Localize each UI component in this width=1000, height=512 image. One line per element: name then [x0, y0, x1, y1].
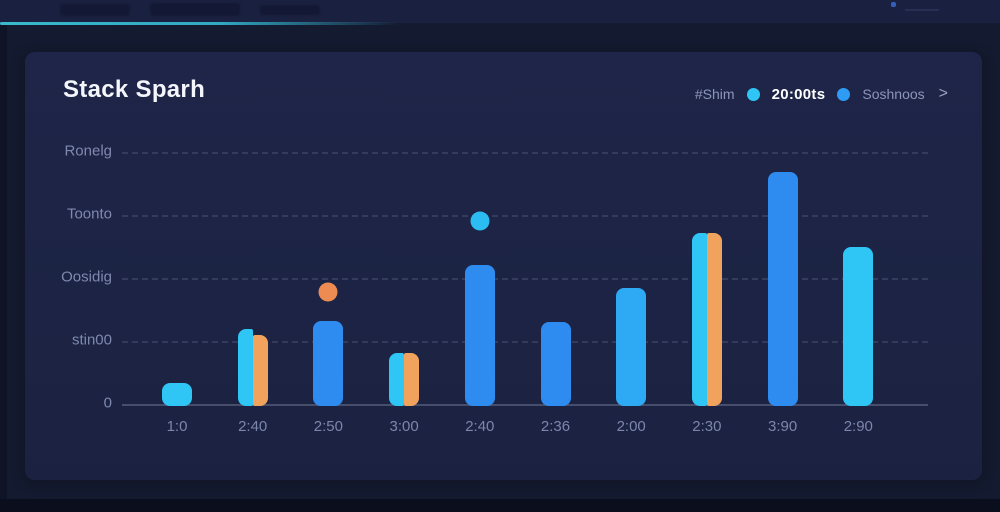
- legend-dot-cyan-icon[interactable]: [746, 87, 760, 101]
- bar-cyan[interactable]: [843, 247, 874, 406]
- legend-series-label[interactable]: Soshnoos: [862, 86, 925, 102]
- bar-segment-cyan[interactable]: [691, 233, 707, 406]
- x-tick-label: 1:0: [166, 418, 188, 435]
- x-tick-label: 2:00: [616, 418, 646, 435]
- chart-card: Stack Sparh #Shim 20:00ts Soshnoos > 0 st…: [25, 52, 982, 480]
- bottom-edge-band: [0, 499, 1000, 512]
- data-point-dot-dot_cyan[interactable]: [470, 211, 490, 231]
- bar-blue[interactable]: [767, 172, 798, 406]
- y-tick-label: Oosidig: [61, 268, 112, 286]
- topbar-smudge: [150, 3, 240, 16]
- x-tick-label: 2:40: [238, 418, 268, 435]
- legend-muted-label[interactable]: #Shim: [694, 86, 735, 102]
- bar-segment-orange[interactable]: [252, 334, 268, 406]
- topbar-menu-icon[interactable]: [905, 9, 939, 11]
- y-tick-label: Toonto: [66, 205, 112, 223]
- bar-segment-cyan[interactable]: [389, 352, 405, 406]
- bar-segment-orange[interactable]: [404, 352, 420, 406]
- chart-legend: #Shim 20:00ts Soshnoos >: [695, 84, 948, 104]
- topbar-smudge: [260, 5, 320, 15]
- x-tick-label: 2:30: [692, 418, 722, 435]
- teal-accent-underline: [0, 22, 400, 25]
- topbar-smudge: [60, 4, 130, 16]
- y-tick-label: Ronelg: [64, 142, 112, 160]
- bar-segment-cyan[interactable]: [237, 329, 253, 406]
- x-tick-label: 2:36: [540, 418, 571, 435]
- x-tick-label: 2:50: [313, 418, 343, 435]
- x-tick-label: 3:00: [389, 418, 419, 435]
- y-tick-label: 0: [103, 394, 112, 412]
- bar-blue[interactable]: [313, 320, 344, 406]
- top-navigation-bar: [0, 0, 1000, 23]
- x-tick-label: 2:90: [843, 418, 873, 435]
- bar-chart-plot-area: 0 stin00 Oosidig Toonto Ronelg 1:0 2:40 2:50 3:0…: [25, 52, 982, 480]
- bar-lightblue[interactable]: [616, 288, 647, 406]
- legend-value[interactable]: 20:00ts: [771, 85, 826, 103]
- bar-cyan[interactable]: [162, 383, 192, 406]
- bar-blue[interactable]: [540, 322, 571, 406]
- chart-title: Stack Sparh: [63, 76, 206, 103]
- topbar-notification-icon[interactable]: [891, 2, 896, 7]
- data-point-dot-dot_orange[interactable]: [318, 282, 338, 302]
- left-edge-strip: [0, 25, 7, 512]
- x-axis-baseline: [122, 404, 928, 406]
- gridline: [122, 341, 928, 343]
- gridline: [122, 215, 928, 217]
- chevron-right-icon[interactable]: >: [938, 85, 948, 102]
- gridline: [122, 278, 928, 280]
- x-tick-label: 3:90: [767, 418, 798, 435]
- x-tick-label: 2:40: [465, 418, 495, 435]
- bar-blue[interactable]: [464, 264, 495, 406]
- gridline: [122, 152, 928, 154]
- legend-dot-blue-icon[interactable]: [837, 87, 851, 101]
- y-tick-label: stin00: [71, 331, 112, 349]
- bar-segment-orange[interactable]: [706, 233, 722, 406]
